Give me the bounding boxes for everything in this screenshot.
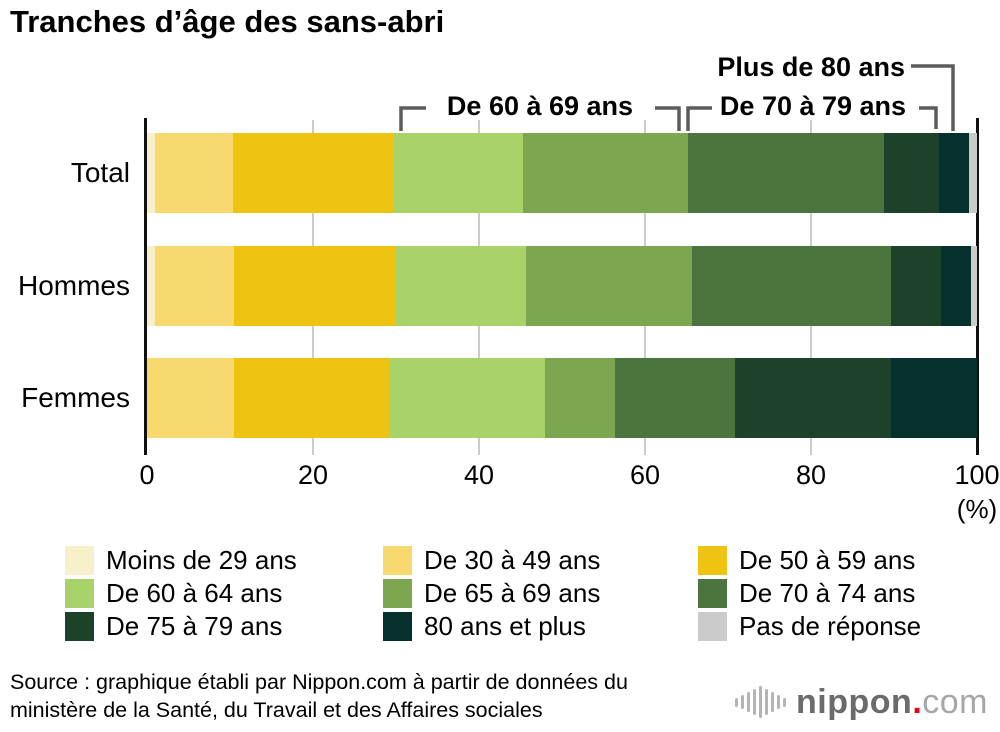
bracket-70-79-right	[919, 106, 938, 129]
bar-segment	[615, 358, 736, 438]
bar-segment	[155, 246, 235, 326]
logo-text-com: com	[922, 682, 988, 721]
legend-label: De 75 à 79 ans	[106, 610, 283, 641]
bar-segment	[522, 133, 689, 213]
bar-segment	[233, 133, 394, 213]
bar-segment	[155, 133, 234, 213]
axis-line-right	[976, 118, 979, 455]
bar-segment	[735, 358, 892, 438]
legend-swatch	[65, 545, 94, 575]
bar-segment	[526, 246, 693, 326]
bar-segment	[692, 246, 891, 326]
legend-swatch	[698, 611, 727, 641]
bar-segment	[234, 246, 396, 326]
legend-label: Moins de 29 ans	[106, 544, 297, 575]
category-label-hommes: Hommes	[17, 270, 130, 301]
legend-label: De 50 à 59 ans	[739, 544, 916, 575]
logo-red-dot: .	[912, 682, 923, 721]
legend-item: De 70 à 74 ans	[698, 578, 915, 608]
x-axis-tick-label: 60	[629, 460, 661, 490]
bracket-80-plus-leader	[911, 64, 955, 131]
bar-hommes	[147, 246, 977, 326]
bar-segment	[941, 246, 972, 326]
legend-item: 80 ans et plus	[383, 611, 586, 641]
bracket-60-69-left	[399, 106, 426, 131]
bar-segment	[234, 358, 390, 438]
bar-segment	[890, 246, 942, 326]
x-axis-tick-label: 20	[297, 460, 329, 490]
bar-segment	[147, 133, 156, 213]
legend-label: De 60 à 64 ans	[106, 577, 283, 608]
legend-item: De 65 à 69 ans	[383, 578, 600, 608]
legend-item: Moins de 29 ans	[65, 545, 297, 575]
annotation-80-plus: Plus de 80 ans	[717, 52, 905, 82]
legend-item: Pas de réponse	[698, 611, 921, 641]
bar-segment	[968, 133, 977, 213]
nippon-logo-bars-icon	[734, 682, 787, 722]
legend-item: De 30 à 49 ans	[383, 545, 600, 575]
bar-segment	[147, 358, 235, 438]
x-axis-tick-label: 100	[954, 460, 1000, 490]
bar-segment	[147, 246, 156, 326]
nippon-logo: nippon.com	[734, 682, 988, 722]
axis-line-left	[144, 118, 147, 455]
source-caption: Source : graphique établi par Nippon.com…	[10, 670, 628, 722]
bar-total	[147, 133, 977, 213]
x-axis-tick-label: 0	[139, 460, 155, 490]
category-label-total: Total	[70, 157, 130, 188]
bar-segment	[891, 358, 977, 438]
x-axis-unit: (%)	[956, 494, 998, 524]
legend-swatch	[383, 578, 412, 608]
legend-swatch	[383, 545, 412, 575]
legend-item: De 50 à 59 ans	[698, 545, 915, 575]
legend-label: Pas de réponse	[739, 610, 922, 641]
x-axis-tick-label: 40	[463, 460, 495, 490]
legend-item: De 75 à 79 ans	[65, 611, 282, 641]
bracket-70-79-left	[686, 106, 712, 131]
legend-swatch	[698, 545, 727, 575]
legend-label: De 30 à 49 ans	[424, 544, 601, 575]
bar-segment	[971, 246, 977, 326]
legend-label: 80 ans et plus	[424, 610, 586, 641]
chart-title: Tranches d’âge des sans-abri	[10, 4, 445, 39]
x-axis-tick-label: 80	[795, 460, 827, 490]
bar-segment	[389, 358, 546, 438]
legend-swatch	[65, 611, 94, 641]
bar-segment	[545, 358, 616, 438]
legend-item: De 60 à 64 ans	[65, 578, 282, 608]
bar-segment	[938, 133, 969, 213]
bar-segment	[688, 133, 884, 213]
bar-segment	[393, 133, 523, 213]
category-label-femmes: Femmes	[21, 382, 130, 413]
annotation-70-79: De 70 à 79 ans	[719, 91, 907, 121]
annotation-60-69: De 60 à 69 ans	[446, 91, 634, 121]
legend-swatch	[383, 611, 412, 641]
legend-swatch	[65, 578, 94, 608]
bar-segment	[884, 133, 939, 213]
legend-label: De 70 à 74 ans	[739, 577, 916, 608]
bracket-60-69-right	[655, 106, 681, 131]
bar-femmes	[147, 358, 977, 438]
bar-segment	[395, 246, 527, 326]
logo-text-nippon: nippon	[796, 682, 913, 721]
legend-swatch	[698, 578, 727, 608]
legend-label: De 65 à 69 ans	[424, 577, 601, 608]
